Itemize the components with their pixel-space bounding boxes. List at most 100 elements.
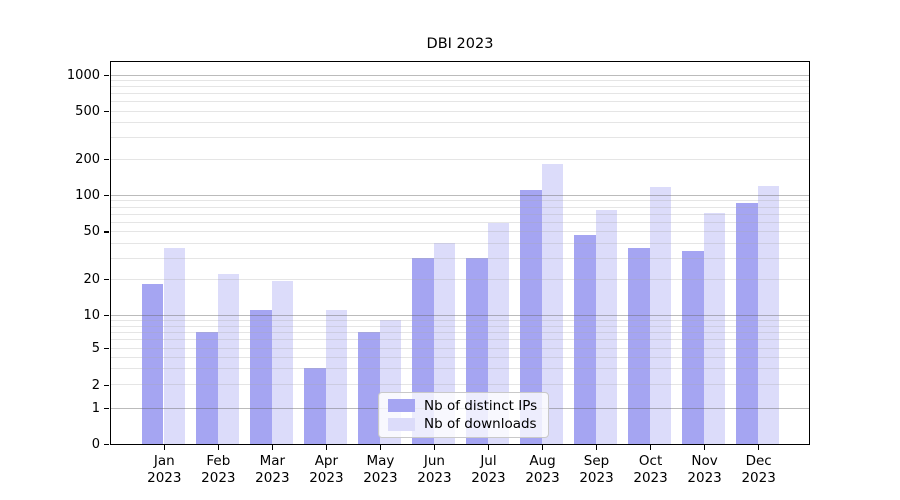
y-tick-label: 1000 bbox=[66, 67, 100, 83]
y-tick-label: 0 bbox=[91, 437, 100, 452]
x-tick-label: Nov 2023 bbox=[675, 453, 735, 487]
major-gridline bbox=[111, 194, 809, 196]
plot-area bbox=[110, 61, 810, 445]
y-tick-mark bbox=[104, 278, 109, 281]
y-tick-label: 10 bbox=[83, 308, 100, 324]
legend-swatch-downloads bbox=[388, 417, 415, 431]
x-tick-label: Mar 2023 bbox=[242, 453, 302, 487]
bar-downloads bbox=[541, 163, 564, 444]
x-tick-mark bbox=[757, 444, 760, 450]
major-gridline bbox=[111, 315, 809, 316]
chart-title: DBI 2023 bbox=[426, 36, 494, 52]
bar-distinct-ips bbox=[736, 203, 758, 444]
y-tick-mark bbox=[104, 74, 109, 76]
bar-distinct-ips bbox=[628, 248, 650, 444]
y-tick-label: 5 bbox=[91, 341, 100, 357]
y-tick-label: 50 bbox=[83, 224, 100, 240]
x-tick-mark bbox=[379, 444, 382, 450]
y-tick-label: 20 bbox=[83, 272, 100, 288]
legend: Nb of distinct IPs Nb of downloads bbox=[378, 392, 549, 438]
x-tick-label: Jan 2023 bbox=[134, 453, 194, 487]
x-tick-year: 2023 bbox=[579, 469, 614, 486]
x-tick-year: 2023 bbox=[687, 469, 722, 486]
legend-row-downloads: Nb of downloads bbox=[388, 416, 539, 432]
minor-gridline bbox=[111, 158, 809, 160]
x-tick-year: 2023 bbox=[633, 469, 668, 486]
bar-downloads bbox=[217, 273, 240, 444]
minor-gridline bbox=[111, 347, 809, 349]
x-tick-mark bbox=[541, 444, 544, 450]
minor-gridline bbox=[111, 319, 809, 321]
bar-distinct-ips bbox=[682, 250, 704, 444]
minor-gridline bbox=[111, 242, 809, 244]
y-tick-mark bbox=[104, 443, 109, 446]
x-tick-month: Jul bbox=[480, 452, 497, 469]
minor-gridline bbox=[111, 257, 809, 259]
x-tick-month: Feb bbox=[206, 452, 231, 469]
x-tick-label: Feb 2023 bbox=[188, 453, 248, 487]
bar-distinct-ips bbox=[195, 331, 218, 444]
x-tick-month: Dec bbox=[745, 452, 772, 469]
minor-gridline bbox=[111, 339, 809, 341]
y-tick-label: 2 bbox=[91, 377, 100, 393]
x-tick-month: Jun bbox=[423, 452, 445, 469]
x-tick-month: Oct bbox=[638, 452, 663, 469]
x-tick-mark bbox=[487, 444, 490, 450]
bar-distinct-ips bbox=[303, 368, 326, 444]
minor-gridline bbox=[111, 356, 809, 358]
minor-gridline bbox=[111, 368, 809, 370]
minor-gridline bbox=[111, 122, 809, 124]
x-tick-mark bbox=[433, 444, 436, 450]
y-tick-mark bbox=[104, 195, 109, 197]
bar-downloads bbox=[487, 223, 510, 444]
y-tick-mark bbox=[104, 231, 109, 233]
minor-gridline bbox=[111, 231, 809, 233]
x-tick-year: 2023 bbox=[471, 469, 506, 486]
legend-row-distinct-ips: Nb of distinct IPs bbox=[388, 398, 539, 414]
minor-gridline bbox=[111, 278, 809, 280]
y-tick-mark bbox=[104, 408, 109, 410]
x-tick-month: Jan bbox=[153, 452, 175, 469]
x-tick-year: 2023 bbox=[417, 469, 452, 486]
major-gridline bbox=[111, 74, 809, 76]
x-tick-month: Mar bbox=[259, 452, 286, 469]
x-tick-mark bbox=[217, 444, 220, 450]
minor-gridline bbox=[111, 93, 809, 95]
y-tick-mark bbox=[104, 384, 109, 386]
x-tick-mark bbox=[595, 444, 598, 450]
x-tick-month: Nov bbox=[691, 452, 718, 469]
x-tick-month: May bbox=[366, 452, 395, 469]
bar-downloads bbox=[163, 248, 186, 444]
x-tick-mark bbox=[325, 444, 328, 450]
y-tick-mark bbox=[104, 315, 109, 317]
y-tick-label: 500 bbox=[75, 104, 100, 120]
y-tick-label: 1 bbox=[91, 401, 100, 417]
minor-gridline bbox=[111, 221, 809, 223]
y-tick-label: 200 bbox=[75, 151, 100, 167]
bar-downloads bbox=[595, 209, 618, 444]
x-tick-year: 2023 bbox=[255, 469, 290, 486]
bar-distinct-ips bbox=[358, 331, 380, 444]
x-tick-label: Jul 2023 bbox=[458, 453, 518, 487]
bar-distinct-ips bbox=[574, 235, 596, 444]
x-tick-month: Aug bbox=[529, 452, 556, 469]
minor-gridline bbox=[111, 213, 809, 215]
x-tick-year: 2023 bbox=[147, 469, 182, 486]
x-tick-year: 2023 bbox=[201, 469, 236, 486]
y-tick-label: 100 bbox=[75, 188, 100, 204]
bar-distinct-ips bbox=[141, 284, 164, 444]
minor-gridline bbox=[111, 384, 809, 386]
x-tick-label: Apr 2023 bbox=[296, 453, 356, 487]
x-tick-year: 2023 bbox=[363, 469, 398, 486]
x-tick-mark bbox=[649, 444, 652, 450]
y-tick-mark bbox=[104, 110, 109, 113]
bar-downloads bbox=[325, 309, 348, 444]
legend-swatch-distinct-ips bbox=[388, 399, 415, 413]
x-tick-label: Oct 2023 bbox=[621, 453, 681, 487]
bar-downloads bbox=[703, 213, 726, 444]
bar-downloads bbox=[757, 186, 780, 444]
bar-downloads bbox=[649, 187, 672, 444]
minor-gridline bbox=[111, 110, 809, 112]
minor-gridline bbox=[111, 200, 809, 202]
